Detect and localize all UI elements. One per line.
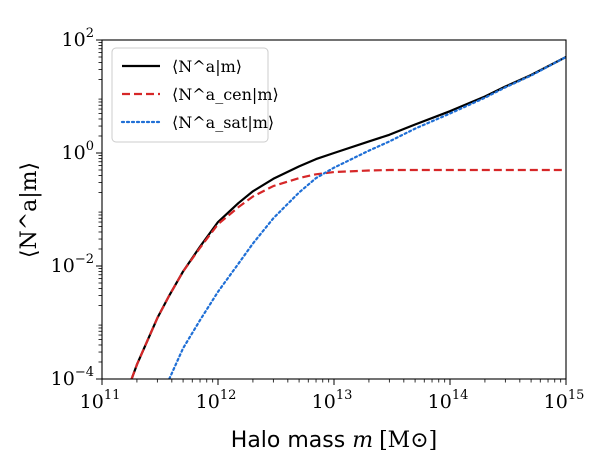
series-line-2 (130, 168, 566, 379)
x-axis-label: Halo mass m [M⊙] (231, 428, 437, 453)
tick-layer: 1011 1012 1013 1014 1015 10−4 10−2 100 102 (51, 26, 585, 413)
y-tick-label: 10−2 (51, 252, 94, 277)
x-tick-label: 1012 (196, 388, 237, 413)
x-tick-label: 1015 (544, 388, 585, 413)
x-tick-label: 1014 (428, 388, 469, 413)
series-line-3 (168, 55, 566, 379)
legend-label: ⟨N^a_sat|m⟩ (172, 113, 274, 132)
y-tick-label: 102 (62, 26, 94, 51)
legend-box (111, 47, 269, 143)
legend-label: ⟨N^a_cen|m⟩ (172, 85, 279, 104)
y-tick-label: 100 (62, 139, 94, 164)
x-tick-label: 1013 (312, 388, 353, 413)
y-tick-label: 10−4 (51, 365, 94, 390)
x-tick-label: 1011 (80, 388, 121, 413)
legend-label: ⟨N^a|m⟩ (172, 57, 242, 76)
legend: ⟨N^a|m⟩ ⟨N^a_cen|m⟩ ⟨N^a_sat|m⟩ (111, 47, 279, 143)
y-axis-label: ⟨N^a|m⟩ (17, 162, 42, 258)
series-layer (130, 55, 566, 379)
